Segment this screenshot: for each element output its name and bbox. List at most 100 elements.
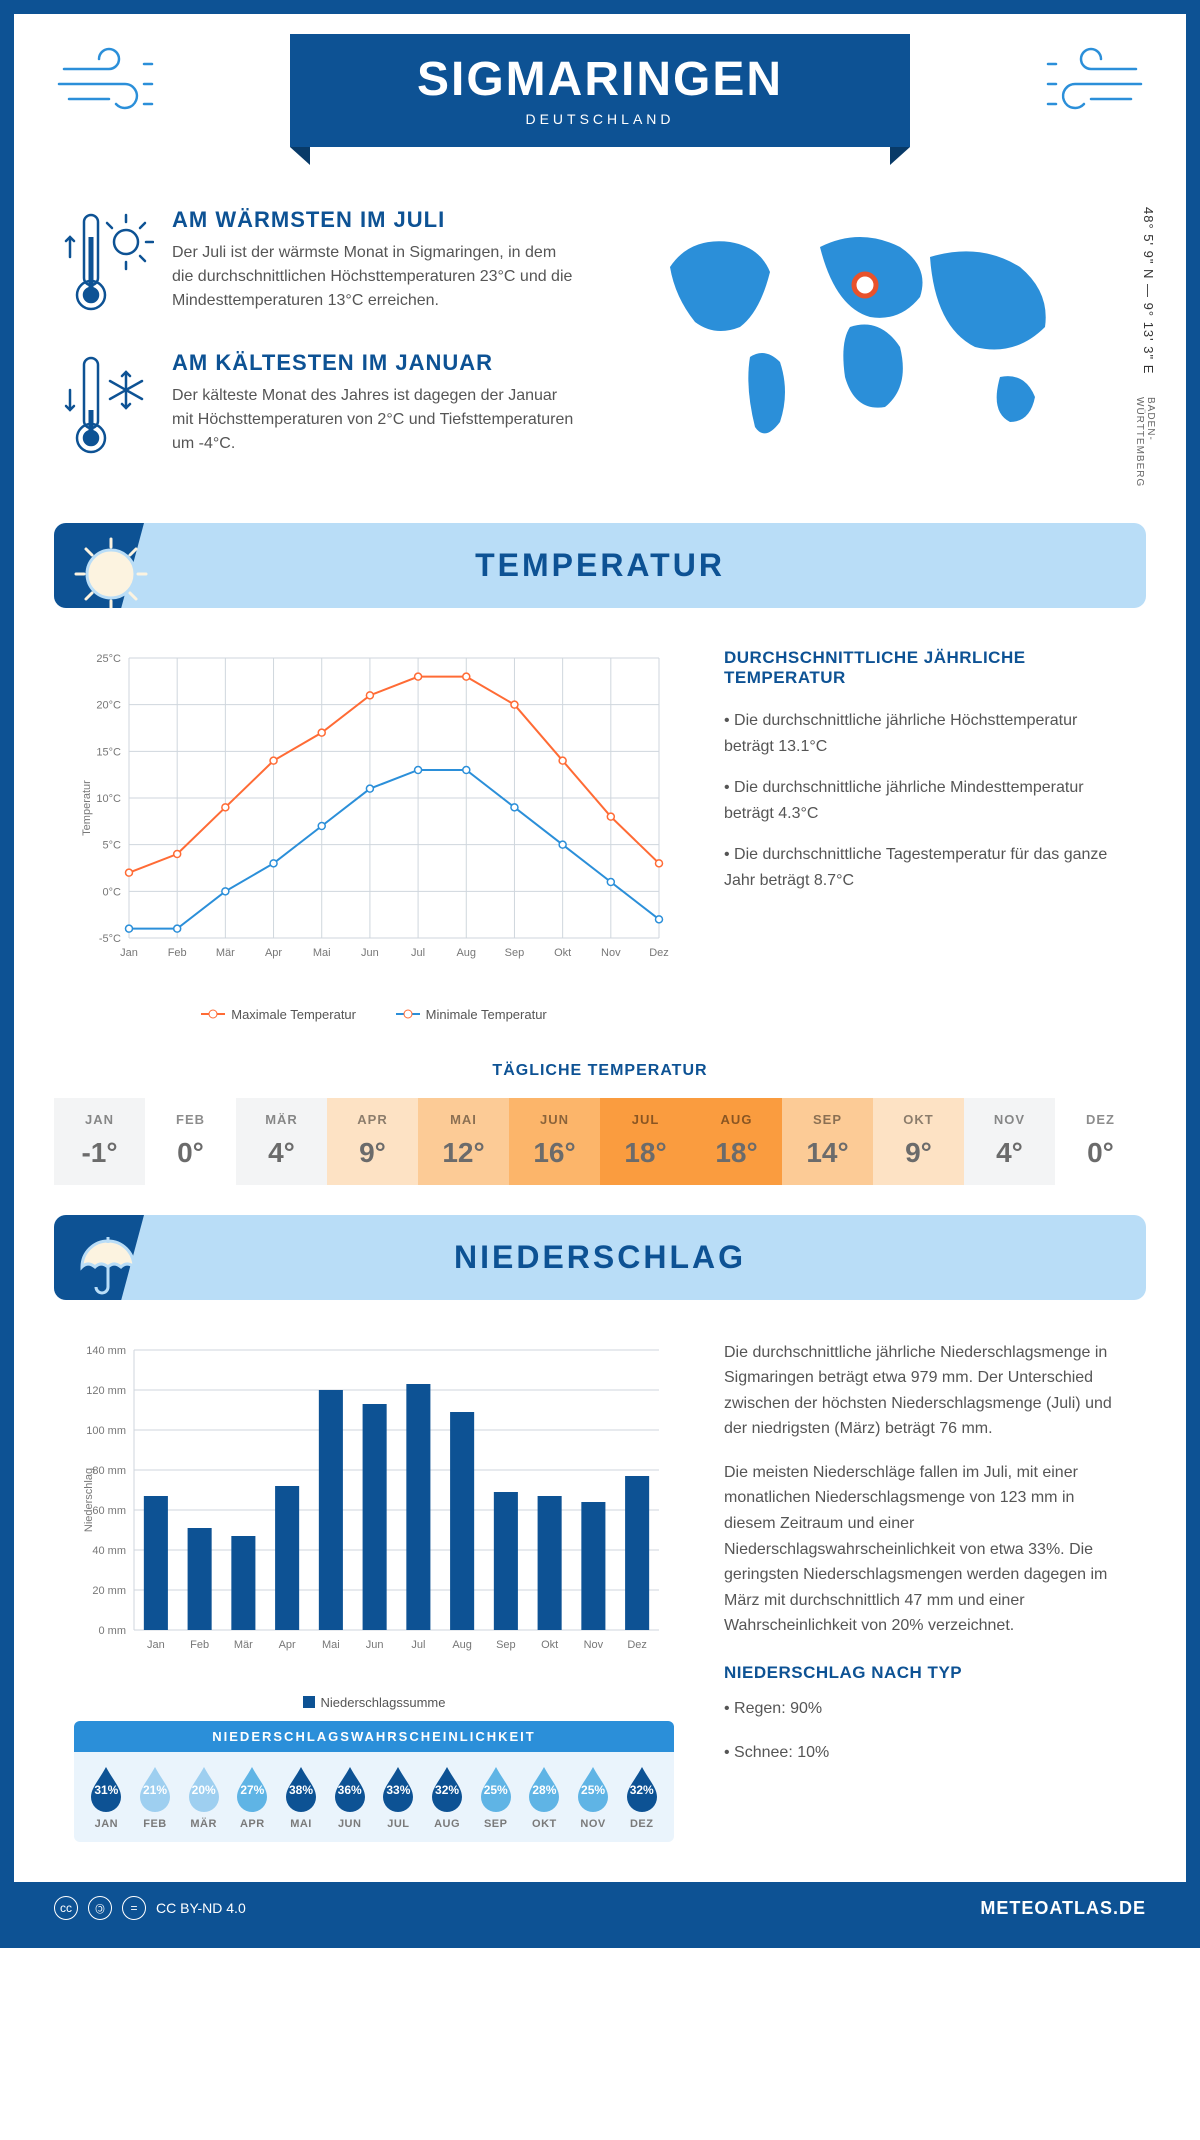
temp-bullet-3: • Die durchschnittliche Tagestemperatur …	[724, 842, 1126, 893]
svg-text:Aug: Aug	[456, 947, 476, 959]
temp-info-title: DURCHSCHNITTLICHE JÄHRLICHE TEMPERATUR	[724, 648, 1126, 688]
svg-text:80 mm: 80 mm	[92, 1465, 126, 1477]
sun-icon	[72, 535, 150, 608]
info-row: AM WÄRMSTEN IM JULI Der Juli ist der wär…	[14, 177, 1186, 503]
svg-text:Apr: Apr	[279, 1639, 296, 1651]
svg-text:Nov: Nov	[584, 1639, 604, 1651]
precip-para-2: Die meisten Niederschläge fallen im Juli…	[724, 1460, 1126, 1639]
legend-max-label: Maximale Temperatur	[231, 1007, 356, 1022]
precip-section-header: NIEDERSCHLAG	[54, 1215, 1146, 1300]
precip-legend: Niederschlagssumme	[74, 1695, 674, 1712]
svg-text:Jul: Jul	[411, 1639, 425, 1651]
daily-temp-cell: JUN16°	[509, 1098, 600, 1185]
world-map	[620, 207, 1100, 467]
daily-temp-title: TÄGLICHE TEMPERATUR	[14, 1062, 1186, 1080]
svg-text:Temperatur: Temperatur	[81, 780, 93, 836]
prob-cell: 25%SEP	[471, 1764, 520, 1830]
nd-icon: =	[122, 1896, 146, 1920]
umbrella-icon	[72, 1227, 144, 1300]
prob-cell: 32%DEZ	[617, 1764, 666, 1830]
svg-text:Apr: Apr	[265, 947, 282, 959]
footer: cc 🄯 = CC BY-ND 4.0 METEOATLAS.DE	[14, 1882, 1186, 1934]
precip-type-title: NIEDERSCHLAG NACH TYP	[724, 1659, 1126, 1686]
warmest-text: Der Juli ist der wärmste Monat in Sigmar…	[172, 241, 580, 313]
svg-text:20 mm: 20 mm	[92, 1585, 126, 1597]
legend-min-label: Minimale Temperatur	[426, 1007, 547, 1022]
svg-text:140 mm: 140 mm	[86, 1345, 126, 1357]
svg-text:Jun: Jun	[366, 1639, 384, 1651]
svg-text:Niederschlag: Niederschlag	[83, 1467, 95, 1531]
svg-text:Feb: Feb	[190, 1639, 209, 1651]
svg-text:15°C: 15°C	[96, 746, 121, 758]
precip-para-1: Die durchschnittliche jährliche Niedersc…	[724, 1340, 1126, 1442]
city-title: SIGMARINGEN	[350, 52, 850, 107]
svg-text:Jul: Jul	[411, 947, 425, 959]
prob-cell: 25%NOV	[569, 1764, 618, 1830]
svg-text:Sep: Sep	[496, 1639, 516, 1651]
coordinates: 48° 5' 9" N — 9° 13' 3" E	[1141, 207, 1156, 374]
daily-temp-cell: DEZ0°	[1055, 1098, 1146, 1185]
prob-cell: 20%MÄR	[179, 1764, 228, 1830]
precip-legend-label: Niederschlagssumme	[321, 1695, 446, 1710]
prob-cell: 36%JUN	[325, 1764, 374, 1830]
svg-text:-5°C: -5°C	[99, 933, 121, 945]
precip-title: NIEDERSCHLAG	[84, 1239, 1116, 1276]
daily-temp-cell: NOV4°	[964, 1098, 1055, 1185]
daily-temp-cell: OKT9°	[873, 1098, 964, 1185]
location-marker	[854, 274, 876, 296]
temp-bullet-2: • Die durchschnittliche jährliche Mindes…	[724, 775, 1126, 826]
svg-text:Jan: Jan	[120, 947, 138, 959]
precip-type-1: • Regen: 90%	[724, 1696, 1126, 1722]
thermometer-hot-icon	[64, 207, 154, 322]
svg-text:25°C: 25°C	[96, 653, 121, 665]
svg-text:Okt: Okt	[541, 1639, 558, 1651]
svg-text:Nov: Nov	[601, 947, 621, 959]
title-banner: SIGMARINGEN DEUTSCHLAND	[290, 34, 910, 147]
temp-info: DURCHSCHNITTLICHE JÄHRLICHE TEMPERATUR •…	[724, 648, 1126, 1022]
wind-icon	[1026, 44, 1146, 129]
svg-text:Aug: Aug	[452, 1639, 472, 1651]
coldest-title: AM KÄLTESTEN IM JANUAR	[172, 350, 580, 376]
daily-temp-cell: JAN-1°	[54, 1098, 145, 1185]
svg-text:Dez: Dez	[627, 1639, 647, 1651]
daily-temp-cell: AUG18°	[691, 1098, 782, 1185]
svg-text:Feb: Feb	[168, 947, 187, 959]
svg-text:120 mm: 120 mm	[86, 1385, 126, 1397]
svg-text:Mär: Mär	[216, 947, 235, 959]
temp-legend: .legend-swatch:nth-child(1)::after{borde…	[74, 1003, 674, 1022]
region-label: BADEN-WÜRTTEMBERG	[1134, 397, 1156, 493]
wind-icon	[54, 44, 174, 129]
svg-text:Mär: Mär	[234, 1639, 253, 1651]
temperature-section-header: TEMPERATUR	[54, 523, 1146, 608]
prob-cell: 33%JUL	[374, 1764, 423, 1830]
coldest-block: AM KÄLTESTEN IM JANUAR Der kälteste Mona…	[64, 350, 580, 465]
temp-title: TEMPERATUR	[84, 547, 1116, 584]
svg-text:Jan: Jan	[147, 1639, 165, 1651]
by-icon: 🄯	[88, 1896, 112, 1920]
daily-temp-cell: SEP14°	[782, 1098, 873, 1185]
precipitation-chart: 0 mm 20 mm 40 mm 60 mm 80 mm 100 mm 120 mm 140 …	[74, 1340, 674, 1843]
svg-text:Dez: Dez	[649, 947, 669, 959]
svg-text:60 mm: 60 mm	[92, 1505, 126, 1517]
svg-text:5°C: 5°C	[103, 840, 122, 852]
warmest-block: AM WÄRMSTEN IM JULI Der Juli ist der wär…	[64, 207, 580, 322]
site-name: METEOATLAS.DE	[980, 1898, 1146, 1919]
svg-text:40 mm: 40 mm	[92, 1545, 126, 1557]
daily-temp-cell: MAI12°	[418, 1098, 509, 1185]
svg-text:100 mm: 100 mm	[86, 1425, 126, 1437]
prob-cell: 21%FEB	[131, 1764, 180, 1830]
daily-temp-cell: JUL18°	[600, 1098, 691, 1185]
thermometer-cold-icon	[64, 350, 154, 465]
temp-bullet-1: • Die durchschnittliche jährliche Höchst…	[724, 708, 1126, 759]
warmest-title: AM WÄRMSTEN IM JULI	[172, 207, 580, 233]
prob-cell: 28%OKT	[520, 1764, 569, 1830]
cc-icon: cc	[54, 1896, 78, 1920]
prob-cell: 38%MAI	[277, 1764, 326, 1830]
svg-text:0 mm: 0 mm	[99, 1625, 127, 1637]
daily-temp-strip: JAN-1°FEB0°MÄR4°APR9°MAI12°JUN16°JUL18°A…	[54, 1098, 1146, 1185]
coldest-text: Der kälteste Monat des Jahres ist dagege…	[172, 384, 580, 456]
svg-text:Mai: Mai	[313, 947, 331, 959]
header: SIGMARINGEN DEUTSCHLAND	[14, 14, 1186, 177]
svg-text:Jun: Jun	[361, 947, 379, 959]
svg-text:10°C: 10°C	[96, 793, 121, 805]
